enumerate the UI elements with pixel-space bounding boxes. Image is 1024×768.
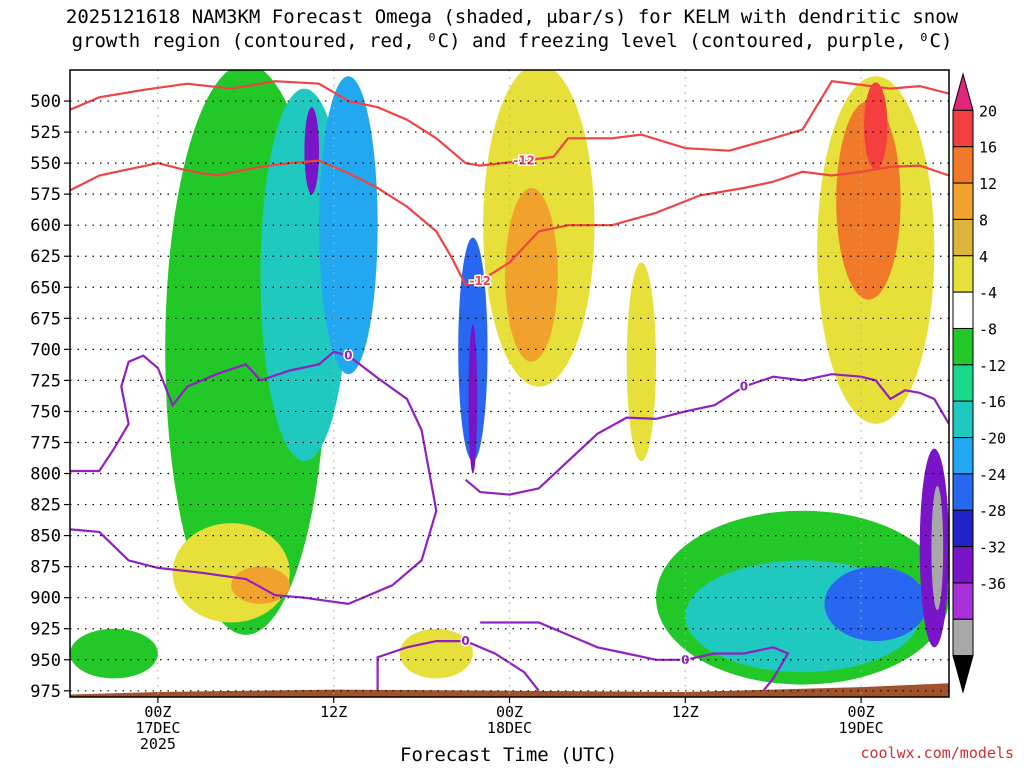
omega-shade-low-rising-blue — [824, 566, 928, 642]
colorbar-tri-bottom — [952, 655, 974, 694]
colorbar-seg-5 — [952, 255, 974, 293]
ytick-label-900: 900 — [30, 589, 61, 609]
colorbar-label-4: 4 — [979, 248, 988, 266]
contour-label-1: -12 — [469, 274, 491, 288]
colorbar-label--16: -16 — [979, 393, 1006, 411]
x-axis-label: Forecast Time (UTC) — [400, 744, 618, 766]
contour-label-3: 0 — [461, 634, 469, 648]
colorbar-seg-11 — [952, 473, 974, 511]
contour-label-0: -12 — [513, 154, 535, 168]
colorbar-seg-8 — [952, 364, 974, 402]
ytick-label-500: 500 — [30, 92, 61, 112]
chart-title-line1: 2025121618 NAM3KM Forecast Omega (shaded… — [65, 6, 959, 28]
ytick-label-575: 575 — [30, 185, 61, 205]
ytick-label-725: 725 — [30, 371, 61, 391]
xtick-label-24-1: 18DEC — [487, 719, 532, 737]
omega-shade-upper-rising-purple — [304, 107, 320, 195]
colorbar-label--4: -4 — [979, 284, 997, 302]
xtick-label-48-1: 19DEC — [839, 719, 884, 737]
xtick-label-36-0: 12Z — [672, 703, 699, 721]
ytick-label-975: 975 — [30, 682, 61, 702]
credit-text: coolwx.com/models — [860, 744, 1014, 762]
omega-shade-sinking-yellow-mid — [626, 262, 656, 462]
colorbar-label-20: 20 — [979, 102, 997, 120]
contour-label-2: 0 — [344, 349, 352, 363]
ytick-label-525: 525 — [30, 123, 61, 143]
ytick-label-950: 950 — [30, 651, 61, 671]
contour-label-4: 0 — [740, 380, 748, 394]
ytick-label-625: 625 — [30, 247, 61, 267]
ytick-label-825: 825 — [30, 496, 61, 516]
colorbar-seg-10 — [952, 437, 974, 475]
contour-line-4 — [464, 373, 949, 496]
contour-line-3 — [376, 640, 540, 697]
colorbar-seg-13 — [952, 546, 974, 584]
colorbar-tri-top — [952, 72, 974, 111]
colorbar-seg-6 — [952, 291, 974, 329]
contour-line-1 — [70, 159, 949, 287]
xtick-label-0-0: 00Z — [144, 703, 171, 721]
colorbar-label--32: -32 — [979, 539, 1006, 557]
omega-shade-sinking-orange-upper — [505, 187, 558, 362]
colorbar-label--24: -24 — [979, 466, 1006, 484]
ytick-label-925: 925 — [30, 620, 61, 640]
ytick-label-550: 550 — [30, 154, 61, 174]
colorbar-label-12: 12 — [979, 175, 997, 193]
xtick-label-48-0: 00Z — [848, 703, 875, 721]
omega-shade-sinking-red-late — [864, 82, 888, 170]
colorbar-label--28: -28 — [979, 502, 1006, 520]
ytick-label-650: 650 — [30, 278, 61, 298]
ytick-label-775: 775 — [30, 433, 61, 453]
colorbar-seg-1 — [952, 109, 974, 148]
colorbar-seg-2 — [952, 146, 974, 184]
terrain-fill — [70, 683, 949, 697]
xtick-label-12-0: 12Z — [320, 703, 347, 721]
colorbar-seg-15 — [952, 618, 974, 657]
omega-shade-low-sinking-orange-1 — [231, 566, 290, 604]
colorbar-label-16: 16 — [979, 139, 997, 157]
xtick-label-24-0: 00Z — [496, 703, 523, 721]
colorbar-seg-3 — [952, 182, 974, 220]
colorbar-seg-12 — [952, 509, 974, 548]
ytick-label-875: 875 — [30, 558, 61, 578]
omega-shade-low-green-west — [70, 628, 158, 679]
xtick-label-0-2: 2025 — [140, 735, 176, 753]
ytick-label-850: 850 — [30, 527, 61, 547]
colorbar-seg-4 — [952, 218, 974, 257]
xtick-label-0-1: 17DEC — [135, 719, 180, 737]
colorbar-label-8: 8 — [979, 211, 988, 229]
ytick-label-675: 675 — [30, 309, 61, 329]
omega-shade-strong-core-purple — [468, 324, 478, 474]
colorbar-seg-14 — [952, 582, 974, 620]
ytick-label-700: 700 — [30, 340, 61, 360]
ytick-label-800: 800 — [30, 465, 61, 485]
colorbar-label--36: -36 — [979, 575, 1006, 593]
contour-line-2 — [70, 350, 438, 606]
chart-title-line2: growth region (contoured, red, ⁰C) and f… — [71, 30, 953, 52]
colorbar-label--8: -8 — [979, 320, 997, 338]
colorbar-seg-9 — [952, 400, 974, 439]
omega-shade-low-rising-gray — [931, 485, 944, 611]
colorbar-label--20: -20 — [979, 430, 1006, 448]
colorbar-seg-7 — [952, 327, 974, 366]
colorbar-label--12: -12 — [979, 357, 1006, 375]
ytick-label-750: 750 — [30, 402, 61, 422]
contour-line-0 — [70, 80, 949, 167]
ytick-label-600: 600 — [30, 216, 61, 236]
